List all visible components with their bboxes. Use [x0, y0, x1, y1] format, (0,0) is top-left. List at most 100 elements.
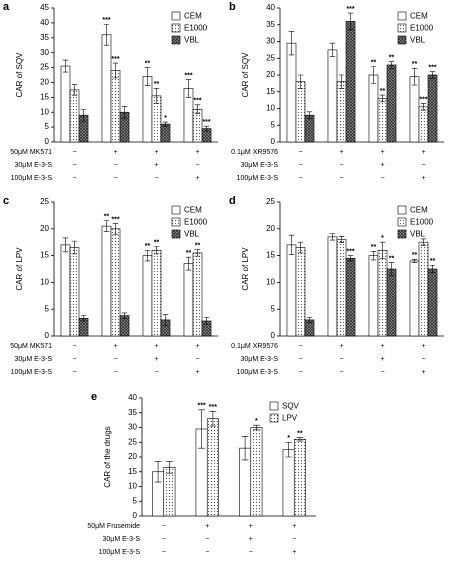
- legend-label: E1000: [410, 218, 434, 227]
- condition-mark: −: [195, 356, 199, 363]
- bar: [286, 244, 297, 337]
- error-bar: [121, 105, 128, 119]
- error-bar: [306, 316, 313, 323]
- error-bar: [112, 223, 119, 235]
- error-bar: [203, 316, 210, 326]
- legend-label: CEM: [410, 206, 428, 215]
- bar: [110, 228, 121, 337]
- y-tick-label: 35: [266, 20, 275, 29]
- y-axis-label: CAR of LPV: [15, 247, 24, 291]
- bar: [286, 42, 297, 143]
- condition-label: 100μM E-3-S: [99, 549, 141, 556]
- significance: ***: [209, 404, 217, 411]
- bar: [386, 268, 397, 337]
- bar: [377, 249, 388, 337]
- condition-mark: −: [339, 162, 343, 169]
- legend-label: VBL: [410, 36, 426, 45]
- y-tick-label: 15: [128, 467, 137, 476]
- bar: [142, 255, 153, 337]
- error-bar: [185, 256, 192, 271]
- y-tick-label: 40: [128, 393, 137, 402]
- condition-mark: +: [113, 343, 117, 350]
- bar: [293, 438, 306, 517]
- significance: **: [186, 250, 192, 257]
- bar: [250, 427, 263, 517]
- bar: [192, 108, 203, 143]
- error-bar: [153, 88, 160, 104]
- legend-swatch: [397, 217, 407, 227]
- condition-mark: −: [298, 149, 302, 156]
- condition-mark: −: [421, 356, 425, 363]
- error-bar: [121, 312, 128, 319]
- error-bar: [162, 121, 169, 127]
- bar: [183, 263, 194, 337]
- bar: [327, 236, 338, 337]
- significance: *: [287, 435, 290, 442]
- error-bar: [297, 74, 304, 89]
- error-bar: [420, 103, 427, 111]
- error-bar: [338, 236, 345, 244]
- condition-mark: −: [113, 356, 117, 363]
- error-bar: [379, 94, 386, 103]
- bar: [163, 467, 176, 517]
- condition-mark: +: [380, 162, 384, 169]
- error-bar: [411, 68, 418, 86]
- condition-mark: −: [113, 175, 117, 182]
- panel-label: b: [229, 1, 236, 13]
- y-tick-label: 20: [40, 78, 49, 87]
- condition-label: 100μM E-3-S: [11, 175, 53, 182]
- bar: [368, 255, 379, 337]
- y-axis-label: CAR of SQV: [15, 52, 24, 98]
- bar: [101, 225, 112, 337]
- error-bar: [388, 262, 395, 276]
- error-bar: [203, 125, 210, 132]
- condition-mark: −: [339, 175, 343, 182]
- condition-mark: −: [195, 162, 199, 169]
- condition-mark: +: [292, 523, 296, 530]
- y-tick-label: 0: [271, 331, 276, 340]
- condition-mark: +: [205, 523, 209, 530]
- condition-label: 100μM E-3-S: [11, 369, 53, 376]
- y-tick-label: 45: [40, 3, 49, 12]
- legend-label: SQV: [282, 402, 300, 411]
- legend-swatch: [171, 217, 181, 227]
- legend-label: E1000: [410, 24, 434, 33]
- legend-swatch: [397, 35, 407, 45]
- bar: [336, 239, 347, 337]
- error-bar: [194, 104, 201, 115]
- significance: ***: [184, 72, 192, 79]
- error-bar: [338, 74, 345, 89]
- error-bar: [144, 249, 151, 262]
- y-tick-label: 10: [128, 482, 137, 491]
- error-bar: [198, 409, 205, 449]
- condition-mark: +: [249, 536, 253, 543]
- y-tick-label: 20: [266, 224, 275, 233]
- bar: [60, 244, 71, 337]
- legend-swatch: [171, 11, 181, 21]
- bar: [101, 34, 112, 143]
- condition-mark: −: [154, 369, 158, 376]
- condition-label: 100μM E-3-S: [237, 175, 279, 182]
- y-tick-label: 25: [266, 53, 275, 62]
- y-tick-label: 20: [40, 224, 49, 233]
- condition-mark: −: [298, 175, 302, 182]
- error-bar: [154, 461, 162, 483]
- condition-mark: −: [162, 549, 166, 556]
- y-tick-label: 15: [40, 92, 49, 101]
- condition-mark: +: [380, 356, 384, 363]
- legend-swatch: [269, 413, 279, 423]
- error-bar: [241, 436, 249, 461]
- y-tick-label: 0: [45, 137, 50, 146]
- significance: **: [104, 214, 110, 221]
- y-tick-label: 25: [40, 63, 49, 72]
- condition-mark: −: [421, 162, 425, 169]
- y-tick-label: 40: [40, 18, 49, 27]
- condition-mark: +: [195, 343, 199, 350]
- panel-label: d: [229, 195, 236, 207]
- significance: **: [371, 244, 377, 251]
- legend-label: E1000: [184, 218, 208, 227]
- bar: [345, 21, 356, 143]
- error-bar: [209, 410, 217, 427]
- error-bar: [194, 249, 201, 257]
- condition-mark: −: [249, 549, 253, 556]
